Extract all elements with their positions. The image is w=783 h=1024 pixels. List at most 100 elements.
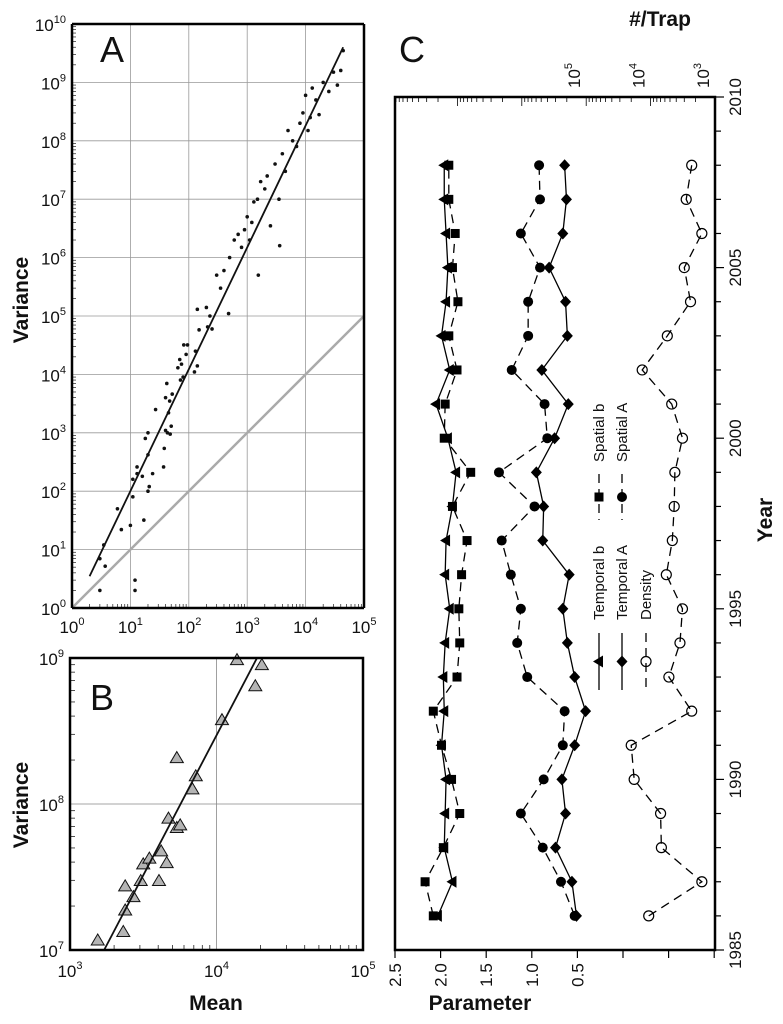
data-point — [242, 227, 247, 232]
circle-marker — [557, 740, 568, 751]
y-tick-label: 107 — [39, 940, 64, 961]
tick-base: 10 — [350, 962, 369, 981]
tick-exponent: 0 — [78, 616, 84, 628]
data-point — [161, 465, 166, 469]
data-point — [204, 305, 209, 310]
diamond-marker — [530, 466, 542, 479]
triangle-marker — [115, 924, 131, 937]
data-point — [169, 424, 174, 428]
tick-exponent: 4 — [60, 364, 66, 376]
diamond-marker — [549, 432, 561, 445]
triangle-marker — [254, 657, 270, 671]
tick-base: 10 — [41, 133, 60, 152]
circle-marker — [538, 774, 549, 785]
triangle-marker — [440, 295, 451, 308]
y-tick-label: 102 — [41, 481, 66, 502]
data-point — [277, 197, 281, 201]
data-point — [195, 364, 200, 368]
x-tick-label: 104 — [293, 616, 318, 637]
tick-exponent: 7 — [58, 940, 64, 952]
plot-frame — [393, 95, 717, 952]
data-point — [252, 200, 256, 204]
tick-base: 10 — [41, 308, 60, 327]
tick-base: 10 — [39, 796, 58, 815]
tick-base: 10 — [41, 425, 60, 444]
legend-label: Temporal A — [614, 545, 631, 620]
diamond-marker — [563, 568, 575, 581]
diamond-marker — [560, 295, 572, 308]
diamond-marker — [556, 773, 568, 786]
data-point — [178, 378, 183, 382]
data-point — [168, 432, 172, 436]
data-point — [280, 151, 285, 156]
diamond-marker — [559, 159, 571, 172]
square-marker — [438, 843, 448, 853]
y-tick-label: 101 — [41, 540, 66, 561]
fit-line — [103, 657, 258, 951]
triangle-marker — [438, 705, 449, 718]
tick-base: 10 — [41, 542, 60, 561]
data-point — [327, 89, 331, 94]
panel-label: A — [100, 29, 124, 70]
data-point — [184, 352, 188, 357]
x-tick-label: 105 — [350, 960, 375, 981]
circle-marker — [535, 194, 546, 205]
parameter-axis-title: Parameter — [429, 992, 532, 1015]
tick-exponent: 7 — [60, 189, 66, 201]
open-circle-marker — [680, 193, 692, 205]
data-point — [146, 431, 150, 435]
series-line-open-circle — [630, 165, 703, 917]
tick-exponent: 9 — [58, 648, 64, 660]
open-circle-marker — [686, 159, 698, 171]
open-circle-marker — [676, 432, 689, 444]
data-point — [167, 399, 172, 403]
square-marker — [454, 604, 464, 614]
circle-marker — [515, 603, 526, 614]
triangle-marker — [153, 843, 169, 857]
diamond-marker — [550, 841, 562, 854]
circle-marker — [515, 808, 526, 819]
data-point — [321, 80, 325, 85]
diamond-marker — [566, 875, 578, 888]
tick-base: 10 — [57, 962, 76, 981]
diamond-marker — [569, 671, 581, 684]
circle-marker — [534, 160, 545, 171]
series-line-circle — [497, 165, 576, 917]
reference-line — [71, 315, 365, 609]
tick-exponent: 3 — [76, 960, 82, 972]
data-point — [258, 179, 263, 184]
data-point — [195, 307, 200, 312]
diamond-marker — [538, 500, 550, 513]
data-point — [245, 214, 249, 219]
tick-exponent: 6 — [60, 248, 66, 260]
year-tick-label: 2010 — [726, 78, 745, 116]
open-circle-marker — [661, 330, 673, 342]
circle-marker — [496, 535, 507, 546]
data-point — [290, 139, 295, 143]
triangle-marker — [439, 807, 450, 820]
triangle-marker — [439, 568, 450, 581]
data-point — [273, 162, 277, 166]
circle-marker — [522, 672, 533, 683]
square-marker — [447, 774, 457, 784]
tick-base: 10 — [41, 366, 60, 385]
legend-label: Spatial A — [614, 403, 631, 462]
panel-label: B — [90, 677, 114, 718]
tick-base: 10 — [176, 618, 195, 637]
circle-marker — [542, 433, 553, 444]
diamond-marker — [561, 329, 573, 342]
open-circle-marker — [678, 262, 690, 274]
triangle-marker — [450, 466, 461, 479]
tick-base: 10 — [59, 618, 78, 637]
tick-exponent: 5 — [60, 306, 66, 318]
x-tick-label: 101 — [118, 616, 143, 637]
data-point — [185, 343, 190, 347]
tick-exponent: 3 — [692, 63, 704, 69]
triangle-marker — [172, 817, 188, 831]
tick-exponent: 4 — [628, 63, 640, 69]
data-point — [277, 243, 282, 248]
square-marker — [444, 160, 454, 170]
open-circle-marker — [654, 807, 667, 820]
data-point — [181, 343, 186, 347]
square-marker — [428, 911, 438, 921]
